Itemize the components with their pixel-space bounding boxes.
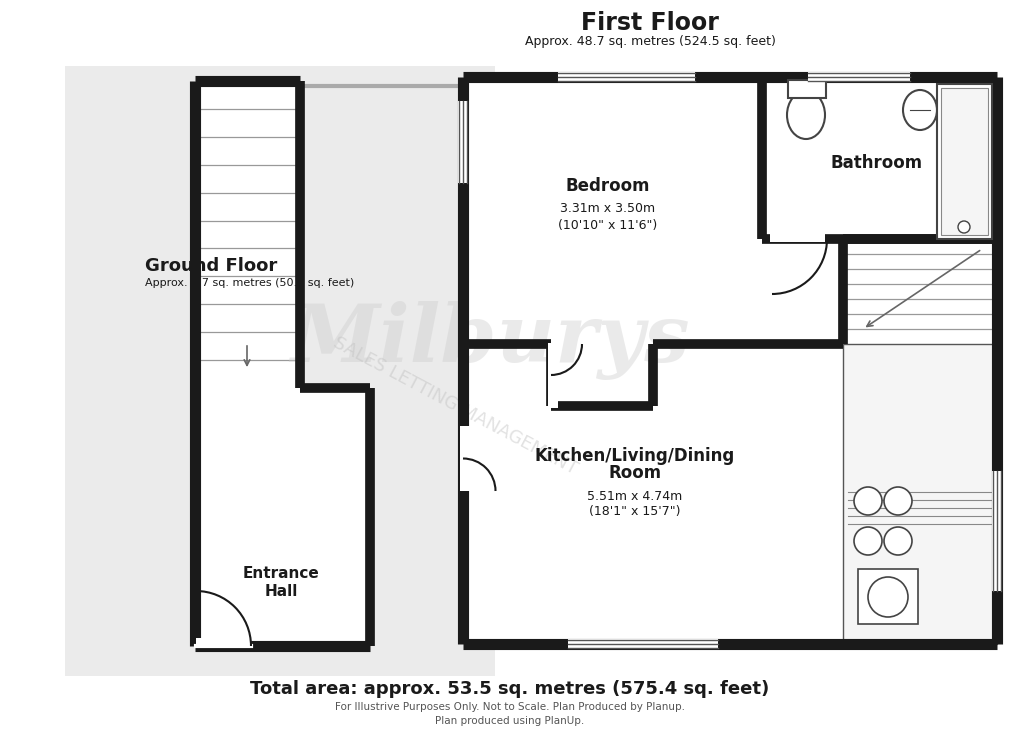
Bar [857, 569, 917, 624]
Bar [460, 426, 472, 491]
Text: For Illustrive Purposes Only. Not to Scale. Plan Produced by Planup.: For Illustrive Purposes Only. Not to Sca… [334, 702, 685, 712]
Bar [547, 343, 557, 408]
Circle shape [853, 487, 881, 515]
Bar [788, 80, 825, 98]
Text: Approx. 48.7 sq. metres (524.5 sq. feet): Approx. 48.7 sq. metres (524.5 sq. feet) [524, 35, 774, 47]
Text: Entrance: Entrance [243, 565, 319, 580]
Text: Bedroom: Bedroom [566, 177, 650, 195]
Bar [568, 639, 717, 649]
Bar [936, 84, 991, 239]
Text: 3.31m x 3.50m: 3.31m x 3.50m [559, 202, 655, 216]
Bar [463, 344, 996, 644]
Bar [458, 101, 468, 183]
Bar [842, 239, 996, 344]
Circle shape [883, 487, 911, 515]
Bar [65, 66, 494, 676]
Text: Hall: Hall [264, 583, 298, 599]
Bar [196, 638, 251, 648]
Bar [842, 239, 996, 344]
Circle shape [867, 577, 907, 617]
Bar [761, 77, 996, 239]
Text: Total area: approx. 53.5 sq. metres (575.4 sq. feet): Total area: approx. 53.5 sq. metres (575… [250, 680, 769, 698]
Text: (10'10" x 11'6"): (10'10" x 11'6") [557, 219, 657, 231]
Text: Milburys: Milburys [289, 302, 689, 380]
Text: Ground Floor: Ground Floor [145, 257, 277, 275]
Bar [807, 72, 909, 82]
Bar [769, 230, 824, 242]
Bar [195, 81, 300, 388]
Bar [941, 88, 987, 235]
Text: Plan produced using PlanUp.: Plan produced using PlanUp. [435, 716, 584, 726]
Text: (18'1" x 15'7"): (18'1" x 15'7") [589, 505, 680, 519]
Text: Approx. 4.7 sq. metres (50.9 sq. feet): Approx. 4.7 sq. metres (50.9 sq. feet) [145, 278, 354, 288]
Bar [842, 344, 996, 644]
Ellipse shape [902, 90, 936, 130]
Text: Bathroom: Bathroom [830, 154, 922, 172]
Circle shape [853, 527, 881, 555]
Text: SALES LETTING MANAGEMENT: SALES LETTING MANAGEMENT [329, 333, 580, 478]
Bar [991, 471, 1001, 591]
Bar [557, 72, 694, 82]
Text: First Floor: First Floor [581, 11, 718, 35]
Ellipse shape [787, 91, 824, 139]
Bar [761, 239, 996, 344]
Text: Kitchen/Living/Dining: Kitchen/Living/Dining [534, 447, 735, 465]
Bar [463, 77, 761, 344]
Text: Room: Room [608, 464, 661, 482]
Circle shape [883, 527, 911, 555]
Text: 5.51m x 4.74m: 5.51m x 4.74m [587, 490, 682, 502]
Circle shape [957, 221, 969, 233]
Bar [195, 388, 370, 646]
